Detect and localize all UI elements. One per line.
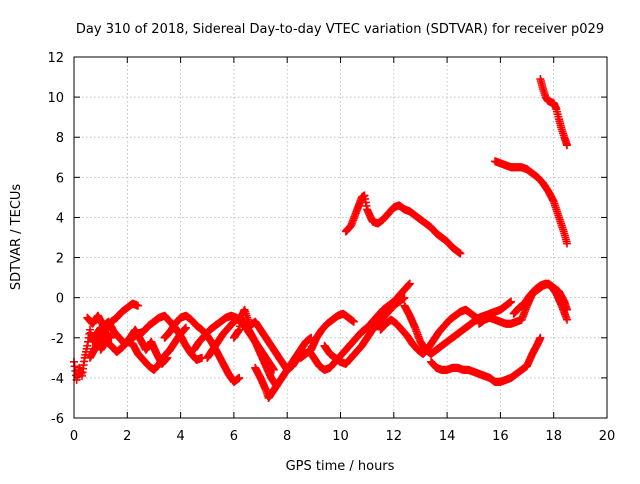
x-tick-label: 6 — [230, 429, 238, 444]
series-arc-16 — [400, 297, 516, 358]
x-tick-label: 2 — [123, 429, 131, 444]
x-tick-label: 8 — [283, 429, 291, 444]
x-tick-label: 18 — [545, 429, 562, 444]
y-tick-label: 6 — [56, 171, 64, 186]
data-point-marker — [563, 239, 572, 248]
series-arc-18 — [491, 157, 572, 248]
x-tick-label: 10 — [332, 429, 349, 444]
data-point-marker — [536, 333, 545, 342]
x-tick-label: 14 — [439, 429, 456, 444]
data-point-marker — [235, 373, 244, 382]
data-point-marker — [507, 297, 516, 306]
x-tick-label: 4 — [176, 429, 184, 444]
series-arc-14 — [341, 191, 465, 258]
data-point-marker — [456, 249, 465, 258]
data-point-marker — [563, 315, 572, 324]
y-tick-label: 10 — [47, 91, 64, 106]
y-tick-label: -6 — [51, 412, 64, 427]
y-tick-label: -4 — [51, 372, 64, 387]
y-axis-ticks: -6 -4 -2 0 2 4 6 8 10 12 — [47, 51, 607, 427]
x-tick-label: 20 — [599, 429, 616, 444]
series-arc-3 — [85, 299, 142, 362]
y-tick-label: 2 — [56, 252, 64, 267]
chart-title: Day 310 of 2018, Sidereal Day-to-day VTE… — [76, 22, 604, 37]
series-arc-6 — [160, 311, 244, 386]
data-point-marker — [400, 293, 409, 302]
y-tick-label: -2 — [51, 332, 64, 347]
series-arc-4 — [96, 323, 190, 374]
data-point-marker — [133, 301, 142, 310]
data-point-marker — [181, 323, 190, 332]
series-arc-12 — [304, 279, 414, 374]
y-axis-label: SDTVAR / TECUs — [9, 184, 24, 291]
x-tick-label: 0 — [70, 429, 78, 444]
y-tick-label: 0 — [56, 292, 64, 307]
data-point-marker — [563, 141, 572, 150]
plot-frame — [73, 56, 608, 419]
data-point-marker — [107, 333, 116, 342]
series-arc-20 — [509, 279, 572, 324]
y-tick-label: 12 — [47, 51, 64, 66]
series-arc-17 — [427, 333, 545, 386]
x-tick-label: 12 — [386, 429, 403, 444]
series-arc-13 — [320, 293, 409, 368]
x-tick-label: 16 — [492, 429, 509, 444]
data-point-marker — [349, 317, 358, 326]
data-point-marker — [405, 279, 414, 288]
x-axis-label: GPS time / hours — [286, 459, 395, 474]
y-tick-label: 8 — [56, 131, 64, 146]
data-points — [70, 75, 572, 402]
y-tick-label: 4 — [56, 211, 64, 226]
x-axis-ticks: 0 2 4 6 8 10 12 14 16 18 20 — [70, 57, 615, 444]
series-arc-21 — [536, 75, 572, 150]
